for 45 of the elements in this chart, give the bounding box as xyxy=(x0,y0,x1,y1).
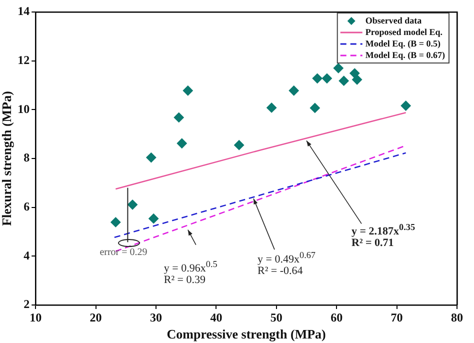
point xyxy=(128,200,138,210)
point xyxy=(146,152,156,163)
point xyxy=(174,112,184,122)
y-tick-label: 6 xyxy=(24,199,30,214)
point xyxy=(234,140,244,150)
y-tick-label: 12 xyxy=(18,52,30,67)
point xyxy=(333,63,344,74)
point xyxy=(110,217,121,228)
legend-label: Observed data xyxy=(365,15,422,26)
point xyxy=(322,73,332,84)
point xyxy=(338,76,349,86)
point xyxy=(352,74,362,85)
point xyxy=(182,86,193,96)
point xyxy=(312,73,322,84)
y-tick-label: 10 xyxy=(18,102,30,116)
x-tick-label: 40 xyxy=(210,310,222,324)
annotation: R² = 0.39 xyxy=(164,274,206,287)
y-tick-label: 8 xyxy=(24,150,30,165)
point xyxy=(350,68,360,78)
y-tick-label: 14 xyxy=(18,4,30,18)
x-tick-label: 20 xyxy=(90,310,102,324)
legend-label: Proposed model Eq. xyxy=(365,26,442,37)
x-tick-label: 30 xyxy=(150,310,162,324)
x-axis-title: Compressive strength (MPa) xyxy=(166,326,326,342)
point xyxy=(176,138,187,148)
x-tick-label: 70 xyxy=(390,310,403,324)
annotation: y = 0.49x$^{0.67}$ xyxy=(258,248,316,266)
x-tick-label: 60 xyxy=(330,310,343,324)
annotation: error = 0.29 xyxy=(100,246,148,260)
legend-label: Model Eq. (B = 0.67) xyxy=(365,50,446,60)
annotation: R² = 0.71 xyxy=(352,236,394,250)
x-tick-label: 80 xyxy=(451,310,463,324)
y-axis-title: Flexural strength (MPa) xyxy=(0,91,14,226)
annotation: y = 0.96x$^{0.5}$ xyxy=(164,258,218,276)
y-tick-label: 2 xyxy=(24,297,30,312)
y-tick-label: 4 xyxy=(24,248,30,262)
annotation: R² = -0.64 xyxy=(258,264,303,278)
point xyxy=(148,214,159,224)
annotation: y = 2.187x$^{0.35}$ xyxy=(352,220,416,238)
point xyxy=(310,102,320,113)
legend-label: Model Eq. (B = 0.5) xyxy=(365,38,441,48)
point xyxy=(288,86,299,96)
x-tick-label: 50 xyxy=(270,310,282,324)
point xyxy=(400,100,411,111)
point xyxy=(266,102,277,113)
